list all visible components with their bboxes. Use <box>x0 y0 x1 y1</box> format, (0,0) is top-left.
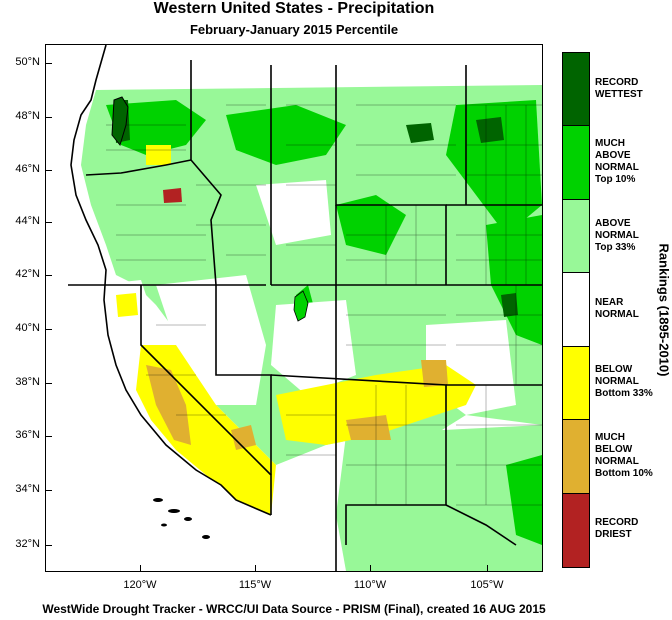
channel-islands <box>153 498 210 539</box>
footer-credit: WestWide Drought Tracker - WRCC/UI Data … <box>42 602 546 616</box>
latitude-tick <box>45 490 52 491</box>
longitude-tick <box>255 565 256 572</box>
latitude-tick <box>45 170 52 171</box>
longitude-label: 115°W <box>238 579 272 591</box>
puget-sound <box>111 96 129 147</box>
legend-axis-title: Rankings (1895-2010) <box>656 243 672 377</box>
latitude-tick <box>45 222 52 223</box>
great-salt-lake <box>293 290 309 322</box>
legend-label: ABOVE NORMAL Top 33% <box>595 217 639 253</box>
legend-swatch <box>563 420 589 494</box>
legend-label: RECORD WETTEST <box>595 76 643 100</box>
county-lines <box>106 104 542 506</box>
latitude-label: 36°N <box>15 429 40 441</box>
precipitation-map <box>45 44 543 572</box>
legend-label: MUCH ABOVE NORMAL Top 10% <box>595 138 639 186</box>
legend-swatch <box>563 126 589 200</box>
state-borders <box>68 60 542 571</box>
latitude-label: 44°N <box>15 215 40 227</box>
latitude-label: 38°N <box>15 376 40 388</box>
latitude-label: 48°N <box>15 110 40 122</box>
latitude-label: 50°N <box>15 56 40 68</box>
wet-regions <box>81 85 542 571</box>
legend-colorbar <box>562 52 590 568</box>
latitude-label: 40°N <box>15 322 40 334</box>
latitude-label: 42°N <box>15 268 40 280</box>
latitude-tick <box>45 436 52 437</box>
legend-label: BELOW NORMAL Bottom 33% <box>595 364 653 400</box>
longitude-tick <box>487 565 488 572</box>
longitude-label: 120°W <box>123 579 157 591</box>
latitude-tick <box>45 117 52 118</box>
longitude-tick <box>370 565 371 572</box>
legend-label: NEAR NORMAL <box>595 297 639 320</box>
map-subtitle: February-January 2015 Percentile <box>189 22 399 37</box>
latitude-label: 46°N <box>15 163 40 175</box>
longitude-label: 110°W <box>353 579 387 591</box>
latitude-tick <box>45 63 52 64</box>
legend-swatch <box>563 273 589 347</box>
latitude-label: 32°N <box>15 538 40 550</box>
pacific-ocean <box>46 45 271 571</box>
latitude-tick <box>45 275 52 276</box>
longitude-label: 105°W <box>470 579 504 591</box>
legend-label: MUCH BELOW NORMAL Bottom 10% <box>595 431 653 479</box>
latitude-tick <box>45 545 52 546</box>
legend-swatch <box>563 53 589 127</box>
latitude-tick <box>45 329 52 330</box>
map-canvas <box>46 45 542 571</box>
legend-swatch <box>563 346 589 421</box>
legend-swatch <box>563 199 589 274</box>
latitude-tick <box>45 383 52 384</box>
map-title: Western United States - Precipitation <box>153 0 435 17</box>
legend-swatch <box>563 493 589 567</box>
longitude-tick <box>140 565 141 572</box>
latitude-label: 34°N <box>15 483 40 495</box>
legend-label: RECORD DRIEST <box>595 517 639 541</box>
